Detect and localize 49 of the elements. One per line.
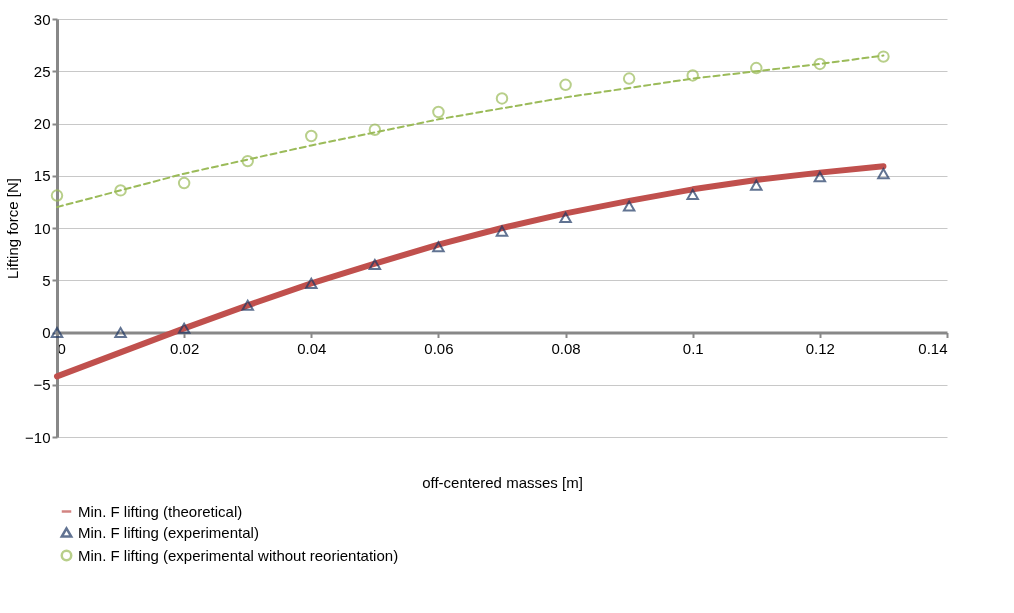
- y-tick-label: 10: [33, 219, 51, 237]
- point: [177, 322, 191, 334]
- point: [114, 184, 127, 197]
- point: [50, 326, 64, 339]
- y-tick-label: 30: [33, 10, 51, 28]
- y-tick-label: −10: [25, 428, 51, 446]
- point: [241, 299, 254, 311]
- point: [559, 212, 572, 224]
- point: [495, 225, 509, 237]
- y-tick-label: 25: [33, 62, 51, 80]
- point: [177, 176, 191, 190]
- x-tick-label: 0.1: [682, 340, 704, 357]
- y-tick-label: 5: [42, 271, 51, 289]
- x-tick-label: 0.14: [918, 340, 948, 357]
- y-axis-title: Lifting force [N]: [4, 178, 22, 279]
- point: [750, 61, 763, 75]
- point: [813, 57, 827, 71]
- point: [50, 189, 64, 202]
- point: [432, 105, 445, 119]
- y-tick-label: −5: [33, 376, 51, 394]
- point: [877, 50, 890, 63]
- point: [813, 171, 827, 183]
- x-axis-title: off-centered masses [m]: [422, 473, 583, 491]
- y-tick-label: 15: [33, 167, 51, 185]
- point: [432, 241, 445, 253]
- point: [368, 123, 382, 136]
- point: [305, 129, 318, 143]
- point: [495, 92, 509, 105]
- point: [368, 259, 382, 271]
- point: [686, 189, 699, 201]
- x-tick-label: 0.04: [297, 340, 327, 357]
- point: [305, 277, 318, 289]
- point: [877, 168, 890, 180]
- y-tick-label: 0: [42, 324, 51, 341]
- point: [114, 326, 127, 339]
- point: [686, 69, 699, 82]
- y-tick-label: 20: [33, 115, 51, 132]
- point: [622, 200, 636, 212]
- legend-label: Min. F lifting (experimental without reorientation): [78, 546, 399, 564]
- legend-label: Min. F lifting (theoretical): [78, 502, 243, 520]
- x-tick-label: 0.12: [805, 340, 835, 357]
- point: [241, 154, 254, 168]
- x-tick-label: 0.08: [551, 340, 581, 357]
- point: [559, 78, 572, 92]
- point: [750, 179, 763, 191]
- point: [622, 72, 636, 85]
- x-tick-label: 0.06: [424, 340, 454, 357]
- x-tick-label: 0.02: [170, 340, 200, 357]
- legend-label: Min. F lifting (experimental): [78, 523, 259, 541]
